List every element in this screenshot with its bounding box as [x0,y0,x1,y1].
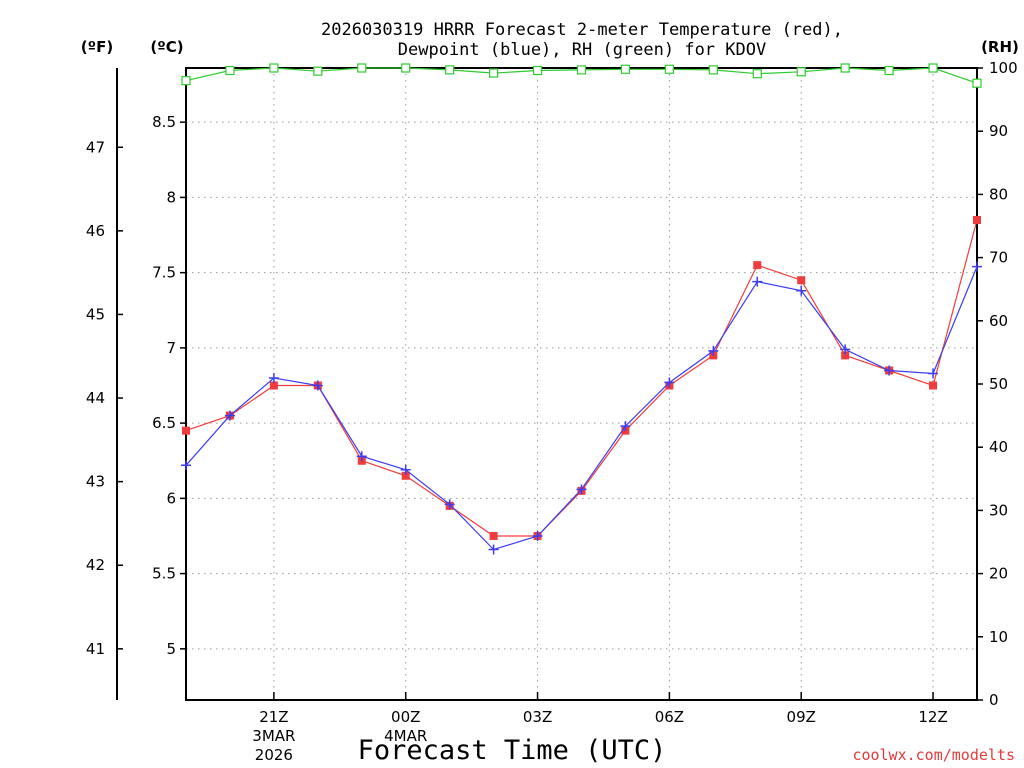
source-credit: coolwx.com/modelts [852,746,1015,764]
plot-frame [185,67,978,701]
temperature-point [401,471,410,480]
fahrenheit-tick-label: 43 [86,473,105,491]
rh-point [620,64,631,74]
rh-tick-label: 60 [989,312,1008,330]
rh-point [972,78,982,88]
x-tick-date-label: 4MAR [384,727,427,745]
gridlines [186,68,977,700]
dewpoint-point [752,276,763,287]
rh-point [269,63,279,73]
rh-point [357,63,367,73]
chart-title-line-1: 2026030319 HRRR Forecast 2-meter Tempera… [321,20,843,40]
x-tick-year-label: 2026 [255,746,293,764]
dewpoint-point [840,344,851,355]
x-tick-label: 06Z [655,708,684,726]
rh-tick-label: 40 [989,438,1008,456]
x-tick-label: 21Z [259,708,288,726]
fahrenheit-tick-label: 42 [86,556,105,574]
dewpoint-point [928,368,939,379]
temperature-point [797,276,806,285]
rh-tick-label: 0 [989,691,999,709]
fahrenheit-tick-label: 47 [86,138,105,156]
rh-point [796,67,806,77]
celsius-unit-label: (ºC) [150,38,183,56]
dewpoint-point [224,410,235,421]
celsius-tick-label: 8.5 [152,113,176,131]
fahrenheit-unit-label: (ºF) [81,38,113,56]
dewpoint-point [884,365,895,376]
x-tick-date-label: 3MAR [252,727,295,745]
fahrenheit-tick-label: 46 [86,222,105,240]
x-tick-label: 03Z [523,708,552,726]
rh-point [576,65,587,75]
rh-point [752,69,762,79]
temperature-point [841,351,850,360]
fahrenheit-tick-label: 45 [86,305,105,323]
dewpoint-point [708,345,719,356]
celsius-tick-label: 7.5 [152,264,176,282]
dewpoint-point [488,544,499,555]
dewpoint-point [312,380,323,391]
celsius-tick-label: 8 [166,188,176,206]
rh-point [928,63,938,73]
rh-point [401,63,411,73]
celsius-tick-label: 6.5 [152,414,176,432]
dewpoint-point [181,460,191,471]
rh-tick-label: 90 [989,122,1008,140]
fahrenheit-tick-label: 44 [86,389,105,407]
series-layer [181,63,982,555]
dewpoint-point [356,451,367,462]
rh-point [840,63,850,73]
dewpoint-point [620,421,631,432]
rh-unit-label: (RH) [981,38,1019,56]
chart-title-line-2: Dewpoint (blue), RH (green) for KDOV [398,40,766,60]
rh-tick-label: 80 [989,185,1008,203]
temperature-point [753,261,762,270]
x-tick-label: 12Z [918,708,947,726]
rh-tick-label: 50 [989,375,1008,393]
dewpoint-point [664,377,675,388]
dewpoint-point [268,372,279,383]
rh-tick-label: 10 [989,628,1008,646]
rh-tick-label: 30 [989,501,1008,519]
x-tick-label: 09Z [787,708,816,726]
rh-point [445,65,455,75]
rh-point [489,68,499,78]
x-axis-title: Forecast Time (UTC) [358,735,667,766]
rh-tick-label: 100 [989,59,1018,77]
dewpoint-point [972,261,982,272]
dewpoint-line [185,266,978,551]
celsius-tick-label: 5.5 [152,565,176,583]
celsius-tick-label: 7 [166,339,176,357]
temperature-point [973,215,981,224]
dewpoint-series [181,261,982,555]
dewpoint-point [444,499,455,510]
temperature-point [182,426,190,435]
rh-point [664,64,674,74]
x-tick-label: 00Z [391,708,420,726]
dewpoint-point [796,285,807,296]
rh-series [181,63,982,88]
dewpoint-point [400,464,411,475]
dewpoint-point [576,484,587,495]
temperature-point [269,381,278,390]
fahrenheit-tick-label: 41 [86,640,105,658]
celsius-tick-label: 5 [166,640,176,658]
celsius-tick-label: 6 [166,489,176,507]
rh-tick-label: 20 [989,565,1008,583]
rh-point [884,65,894,76]
temperature-point [489,531,498,540]
temperature-point [929,381,938,390]
dewpoint-point [532,530,543,541]
rh-tick-label: 70 [989,249,1008,267]
rh-point [313,66,323,76]
rh-point [532,65,543,76]
rh-point [225,65,235,76]
rh-point [181,76,191,86]
rh-point [708,65,718,75]
